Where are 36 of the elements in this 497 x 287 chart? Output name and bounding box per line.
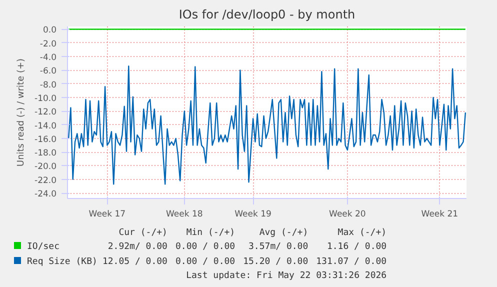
text: Last update: Fri May 22 03:31:26 2026 [185,270,388,282]
chart-title: IOs for /dev/loop0 - by month [178,8,356,22]
y-tick-label: -10.0 [34,94,57,104]
y-tick-label: -16.0 [34,134,57,145]
text: 1.16 / 0.00 [326,240,388,254]
legend-label: Req Size (KB) [26,256,98,269]
text: Max (-/+) [336,227,388,240]
x-tick-label: Week 17 [88,210,126,220]
y-axis-title: Units read (-) / write (+) [16,58,27,167]
text: Min (-/+) [185,227,236,240]
text: 3.57m/ 0.00 [248,240,310,254]
y-tick-label: -14.0 [34,121,57,132]
line-series [68,65,466,185]
text: Cur (-/+) [118,227,168,240]
y-tick-label: -12.0 [34,108,57,118]
y-tick-label: -18.0 [34,148,57,159]
text: 131.07 / 0.00 [315,256,388,269]
text: 2.92m/ 0.00 [106,240,168,254]
text: 12.05 / 0.00 [101,256,168,269]
legend-label: IO/sec [26,240,61,254]
y-tick-label: -4.0 [40,53,57,64]
y-tick-label: -24.0 [34,190,57,200]
x-tick-label: Week 18 [166,210,203,220]
y-tick-label: -6.0 [40,66,57,77]
text: 0.00 / 0.00 [174,256,236,269]
y-tick-label: -8.0 [40,80,57,90]
y-tick-label: -22.0 [34,176,57,186]
x-tick-label: Week 19 [234,210,272,220]
y-tick-label: -2.0 [40,39,57,50]
x-tick-label: Week 21 [421,210,458,220]
text: 15.20 / 0.00 [242,256,310,269]
y-tick-label: -20.0 [34,162,57,172]
text: 0.00 / 0.00 [174,240,236,254]
text: Avg (-/+) [258,227,310,240]
x-tick-label: Week 20 [329,210,366,220]
y-tick-label: 0.0 [42,26,57,36]
